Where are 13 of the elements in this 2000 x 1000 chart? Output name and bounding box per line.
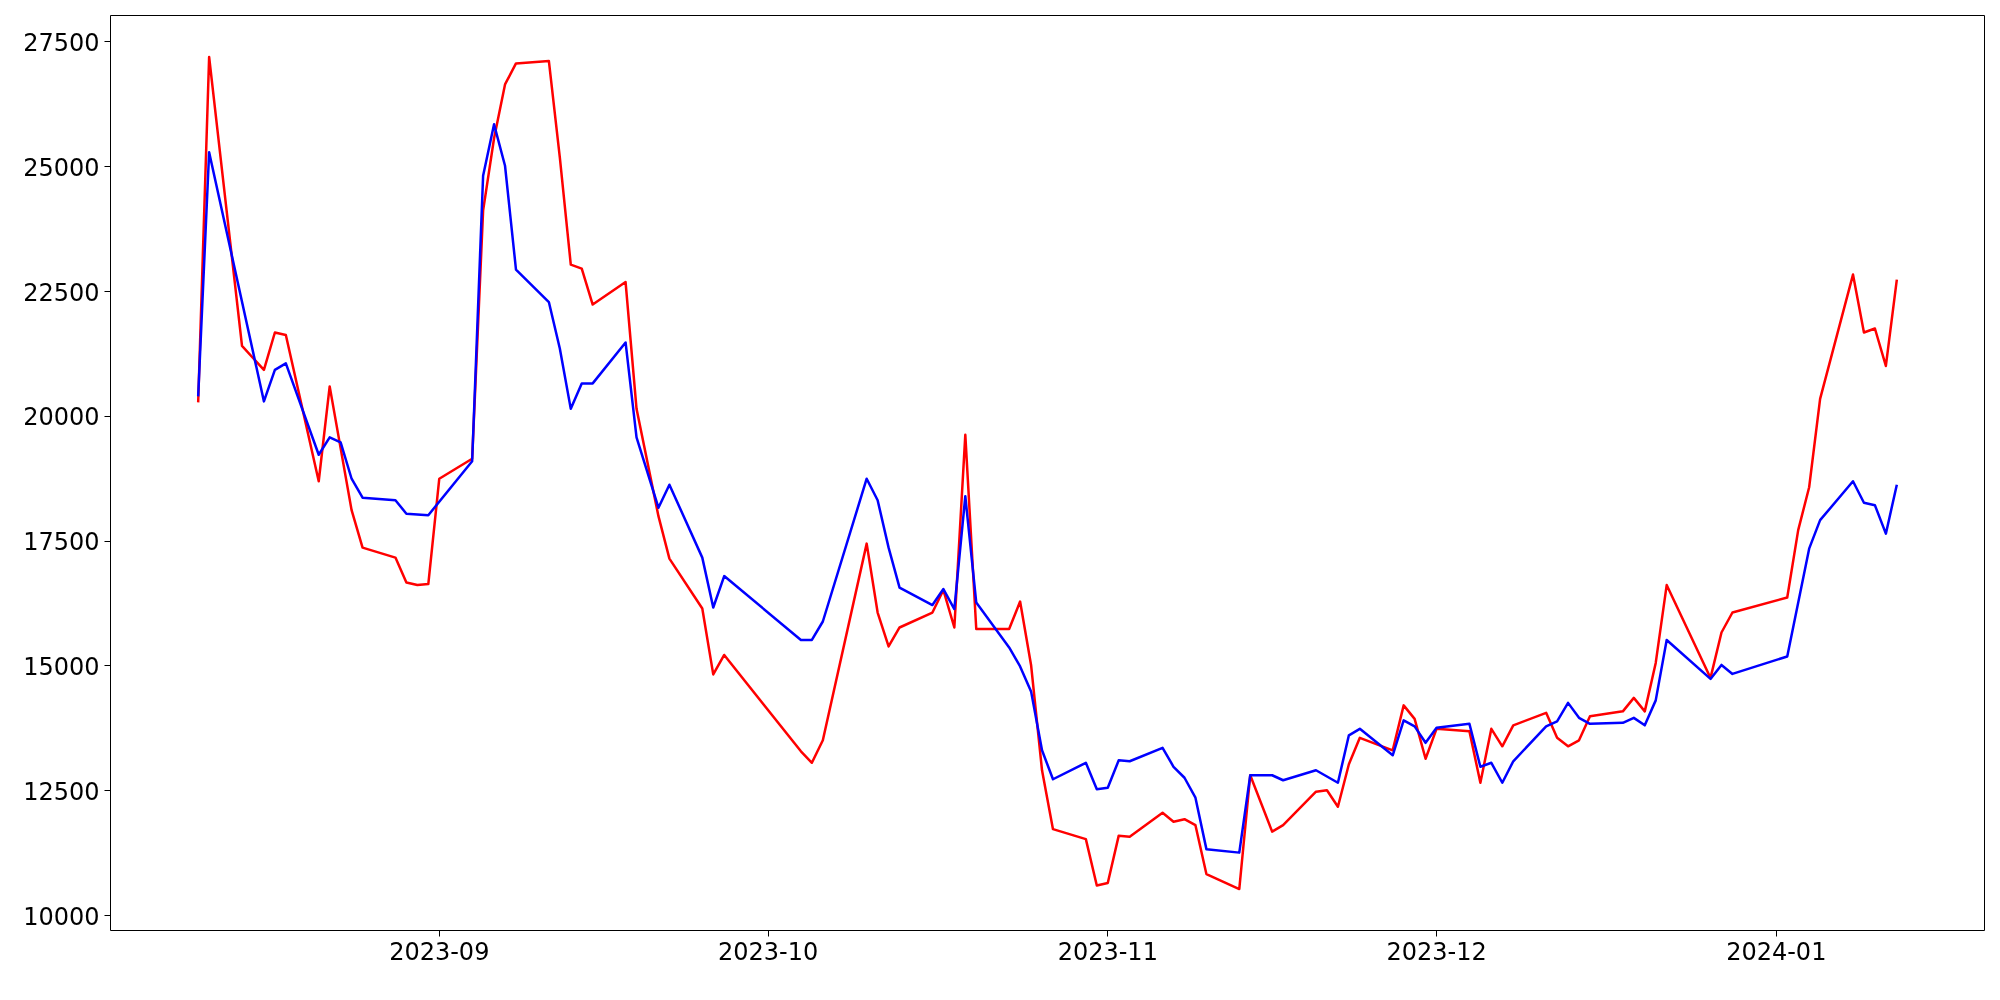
y-tick-label: 25000 [23,153,100,182]
y-tick-label: 10000 [23,902,100,931]
x-tick-label: 2023-12 [1386,937,1487,966]
x-tick-label: 2023-10 [717,937,819,966]
y-tick-label: 20000 [23,403,100,432]
y-tick-label: 15000 [23,652,100,681]
y-tick-label: 27500 [23,28,100,57]
y-tick-label: 22500 [23,278,100,307]
x-tick-label: 2024-01 [1726,937,1827,966]
y-tick-label: 12500 [23,777,100,806]
y-tick-label: 17500 [23,528,100,557]
x-tick-label: 2023-11 [1057,937,1158,966]
x-tick-label: 2023-09 [389,937,490,966]
